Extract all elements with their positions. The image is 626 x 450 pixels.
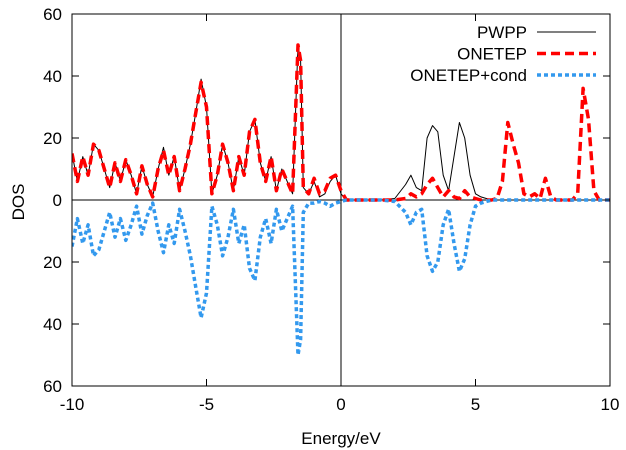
x-tick-label: 0: [336, 395, 345, 414]
series-line-onetep: [72, 43, 610, 202]
x-tick-label: 5: [471, 395, 480, 414]
x-tick-label: -10: [60, 395, 85, 414]
legend: PWPP ONETEP ONETEP+cond: [410, 23, 596, 85]
y-tick-label: 0: [53, 191, 62, 210]
legend-label: PWPP: [477, 23, 527, 42]
y-tick-label: 40: [43, 315, 62, 334]
legend-label: ONETEP+cond: [410, 66, 527, 85]
y-tick-label: 60: [43, 377, 62, 396]
axes-layer: -10 -5 0 5 10 60 40 20 0 20 40 60: [43, 5, 619, 414]
x-tick-label: 10: [601, 395, 620, 414]
series-layer: [72, 43, 610, 357]
y-tick-label: 40: [43, 67, 62, 86]
legend-label: ONETEP: [457, 45, 527, 64]
y-tick-label: 60: [43, 5, 62, 24]
x-axis-label: Energy/eV: [301, 429, 381, 448]
series-line-onetep-cond: [72, 198, 610, 357]
y-tick-label: 20: [43, 129, 62, 148]
y-tick-label: 20: [43, 253, 62, 272]
y-axis-label: DOS: [9, 184, 28, 221]
x-tick-label: -5: [199, 395, 214, 414]
